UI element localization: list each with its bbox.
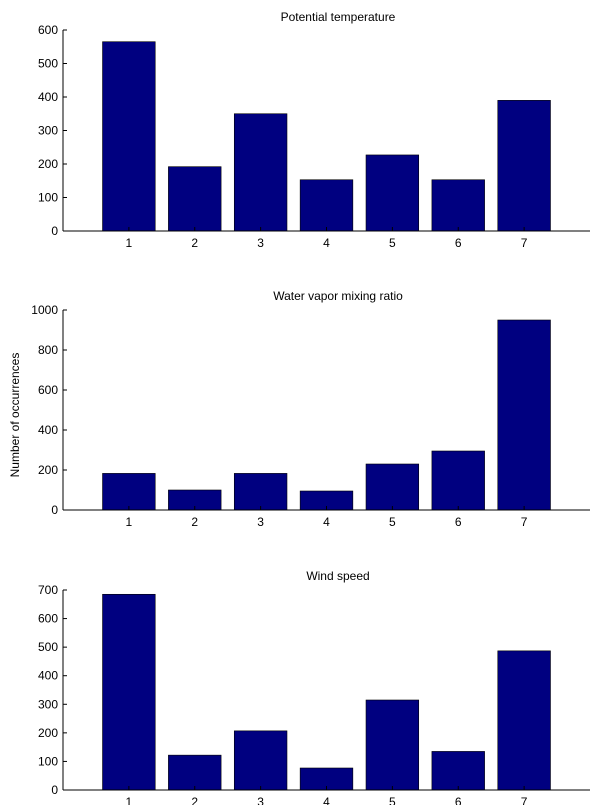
bar-1 xyxy=(102,41,156,232)
y-tick-label: 400 xyxy=(38,423,58,437)
x-tick-label: 2 xyxy=(191,795,198,805)
x-tick-label: 4 xyxy=(323,236,330,250)
x-tick-label: 7 xyxy=(521,236,528,250)
x-tick-label: 3 xyxy=(257,795,264,805)
chart-title: Potential temperature xyxy=(281,10,396,24)
x-tick-label: 6 xyxy=(455,795,462,805)
x-tick-label: 5 xyxy=(389,515,396,529)
y-tick-label: 600 xyxy=(38,23,58,37)
y-tick-label: 100 xyxy=(38,191,58,205)
bar-7 xyxy=(497,650,551,791)
y-tick-label: 600 xyxy=(38,383,58,397)
bar-6 xyxy=(431,751,485,791)
panel-potential-temperature: Potential temperature 0 100 200 300 400 500 60… xyxy=(38,10,590,250)
bar-7 xyxy=(497,100,551,232)
bar-3 xyxy=(233,730,288,791)
bar-2 xyxy=(168,166,222,232)
bar-3 xyxy=(233,473,288,511)
y-tick-label: 600 xyxy=(38,612,58,626)
y-tick-label: 1000 xyxy=(31,303,58,317)
y-tick-label: 400 xyxy=(38,669,58,683)
y-tick-label: 200 xyxy=(38,726,58,740)
x-tick-label: 7 xyxy=(521,515,528,529)
x-tick-label: 5 xyxy=(389,795,396,805)
x-tick-label: 2 xyxy=(191,515,198,529)
x-tick-label: 4 xyxy=(323,795,330,805)
y-tick-label: 200 xyxy=(38,157,58,171)
x-tick-label: 3 xyxy=(257,515,264,529)
y-tick-label: 200 xyxy=(38,463,58,477)
chart-title: Wind speed xyxy=(306,569,369,583)
bar-5 xyxy=(365,463,420,511)
y-tick-label: 300 xyxy=(38,697,58,711)
x-tick-label: 2 xyxy=(191,236,198,250)
x-tick-label: 1 xyxy=(126,236,133,250)
bar-6 xyxy=(431,179,485,232)
bar-7 xyxy=(497,319,551,511)
x-tick-label: 5 xyxy=(389,236,396,250)
y-tick-label: 400 xyxy=(38,90,58,104)
bar-6 xyxy=(431,450,485,511)
bar-5 xyxy=(365,154,420,232)
bar-4 xyxy=(299,179,354,232)
x-tick-label: 6 xyxy=(455,515,462,529)
y-tick-label: 0 xyxy=(51,224,58,238)
y-tick-label: 0 xyxy=(51,503,58,517)
chart-title: Water vapor mixing ratio xyxy=(273,289,403,303)
x-tick-label: 1 xyxy=(126,515,133,529)
x-tick-label: 7 xyxy=(521,795,528,805)
x-tick-label: 6 xyxy=(455,236,462,250)
bar-3 xyxy=(233,113,288,232)
y-tick-label: 500 xyxy=(38,640,58,654)
y-tick-label: 0 xyxy=(51,783,58,797)
bar-2 xyxy=(168,754,222,791)
bar-1 xyxy=(102,473,156,511)
y-tick-label: 800 xyxy=(38,343,58,357)
y-tick-label: 100 xyxy=(38,754,58,768)
x-tick-label: 3 xyxy=(257,236,264,250)
bar-5 xyxy=(365,699,420,791)
x-tick-label: 4 xyxy=(323,515,330,529)
bar-1 xyxy=(102,593,156,791)
x-tick-label: 1 xyxy=(126,795,133,805)
panel-water-vapor-mixing-ratio: Water vapor mixing ratio 0 200 400 600 800 10… xyxy=(31,289,590,529)
y-tick-label: 500 xyxy=(38,57,58,71)
y-tick-label: 700 xyxy=(38,583,58,597)
y-axis-label: Number of occurrences xyxy=(8,353,22,478)
panel-wind-speed: Wind speed 0 100 200 300 400 500 600 700 1 2 3 4 5 6 7 xyxy=(38,569,590,805)
y-tick-label: 300 xyxy=(38,124,58,138)
